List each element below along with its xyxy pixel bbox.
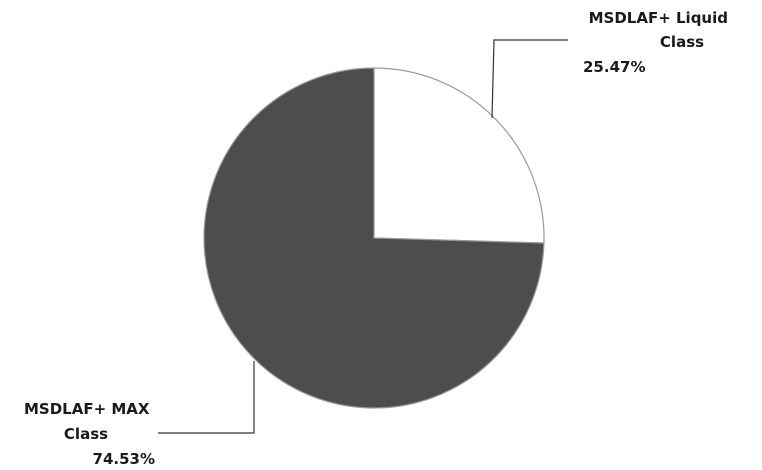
- label-max-class-line2: Class: [64, 425, 108, 443]
- pie-slice-liquid-class: [373, 67, 545, 244]
- label-max-class-percent: 74.53%: [93, 450, 155, 468]
- label-liquid-class-line2: Class: [660, 33, 704, 51]
- leader-line-max-class: [158, 361, 255, 434]
- label-liquid-class-percent: 25.47%: [583, 58, 645, 76]
- pie-slice-max-class: [203, 67, 545, 409]
- label-max-class-line1: MSDLAF+ MAX: [24, 400, 150, 418]
- label-liquid-class-line1: MSDLAF+ Liquid: [589, 9, 728, 27]
- leader-line-liquid-class: [491, 39, 568, 119]
